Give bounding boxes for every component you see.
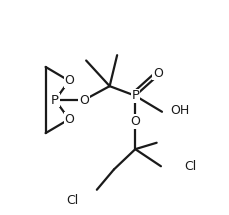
Text: P: P bbox=[51, 94, 59, 106]
Text: Cl: Cl bbox=[184, 160, 196, 173]
Text: OH: OH bbox=[170, 104, 189, 117]
Text: O: O bbox=[64, 113, 74, 126]
Text: O: O bbox=[64, 74, 74, 87]
Text: P: P bbox=[131, 89, 139, 102]
Text: O: O bbox=[130, 115, 140, 128]
Text: O: O bbox=[152, 67, 162, 80]
Text: Cl: Cl bbox=[66, 194, 78, 207]
Text: O: O bbox=[79, 94, 89, 106]
